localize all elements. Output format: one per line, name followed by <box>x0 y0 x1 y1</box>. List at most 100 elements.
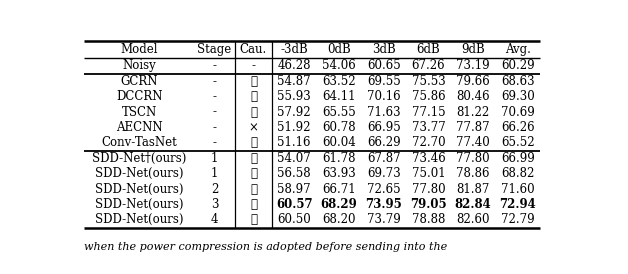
Text: SDD-Net(ours): SDD-Net(ours) <box>95 182 183 196</box>
Text: ×: × <box>249 121 258 134</box>
Text: 3: 3 <box>211 198 219 211</box>
Text: 60.29: 60.29 <box>501 59 535 72</box>
Text: 9dB: 9dB <box>462 43 485 56</box>
Text: -: - <box>212 75 217 88</box>
Text: 51.92: 51.92 <box>278 121 311 134</box>
Text: 68.63: 68.63 <box>501 75 535 88</box>
Text: 1: 1 <box>211 167 218 180</box>
Text: -: - <box>251 59 256 72</box>
Text: 69.73: 69.73 <box>367 167 401 180</box>
Text: -3dB: -3dB <box>280 43 308 56</box>
Text: 79.05: 79.05 <box>410 198 447 211</box>
Text: 72.94: 72.94 <box>500 198 536 211</box>
Text: Cau.: Cau. <box>240 43 267 56</box>
Text: 68.20: 68.20 <box>322 213 355 226</box>
Text: SDD-Net†(ours): SDD-Net†(ours) <box>92 152 187 165</box>
Text: 58.97: 58.97 <box>278 182 311 196</box>
Text: AECNN: AECNN <box>116 121 163 134</box>
Text: GCRN: GCRN <box>121 75 158 88</box>
Text: 82.84: 82.84 <box>455 198 492 211</box>
Text: 71.63: 71.63 <box>367 105 401 119</box>
Text: 75.01: 75.01 <box>411 167 445 180</box>
Text: 75.86: 75.86 <box>411 90 445 103</box>
Text: 78.88: 78.88 <box>412 213 445 226</box>
Text: 55.93: 55.93 <box>277 90 311 103</box>
Text: ✓: ✓ <box>250 213 257 226</box>
Text: ✓: ✓ <box>250 182 257 196</box>
Text: 73.77: 73.77 <box>411 121 445 134</box>
Text: Avg.: Avg. <box>505 43 531 56</box>
Text: 77.40: 77.40 <box>457 136 490 149</box>
Text: 72.70: 72.70 <box>411 136 445 149</box>
Text: 67.26: 67.26 <box>411 59 445 72</box>
Text: 67.87: 67.87 <box>367 152 401 165</box>
Text: 68.29: 68.29 <box>320 198 357 211</box>
Text: 56.58: 56.58 <box>278 167 311 180</box>
Text: ✓: ✓ <box>250 198 257 211</box>
Text: -: - <box>212 136 217 149</box>
Text: Stage: Stage <box>197 43 232 56</box>
Text: 64.11: 64.11 <box>322 90 355 103</box>
Text: SDD-Net(ours): SDD-Net(ours) <box>95 167 183 180</box>
Text: 73.46: 73.46 <box>411 152 445 165</box>
Text: ✓: ✓ <box>250 136 257 149</box>
Text: ✓: ✓ <box>250 167 257 180</box>
Text: 66.26: 66.26 <box>501 121 535 134</box>
Text: 4: 4 <box>211 213 219 226</box>
Text: 63.52: 63.52 <box>322 75 355 88</box>
Text: when the power compression is adopted before sending into the: when the power compression is adopted be… <box>84 242 448 252</box>
Text: 2: 2 <box>211 182 218 196</box>
Text: 75.53: 75.53 <box>411 75 445 88</box>
Text: 60.57: 60.57 <box>276 198 312 211</box>
Text: 61.78: 61.78 <box>322 152 355 165</box>
Text: 69.30: 69.30 <box>501 90 535 103</box>
Text: 73.95: 73.95 <box>365 198 402 211</box>
Text: TSCN: TSCN <box>121 105 157 119</box>
Text: 77.87: 77.87 <box>457 121 490 134</box>
Text: 81.22: 81.22 <box>457 105 490 119</box>
Text: 51.16: 51.16 <box>278 136 311 149</box>
Text: 65.52: 65.52 <box>501 136 535 149</box>
Text: -: - <box>212 90 217 103</box>
Text: 77.80: 77.80 <box>411 182 445 196</box>
Text: 68.82: 68.82 <box>501 167 534 180</box>
Text: 69.55: 69.55 <box>367 75 401 88</box>
Text: 77.15: 77.15 <box>411 105 445 119</box>
Text: Model: Model <box>121 43 158 56</box>
Text: ✓: ✓ <box>250 90 257 103</box>
Text: 54.06: 54.06 <box>322 59 355 72</box>
Text: 0dB: 0dB <box>327 43 351 56</box>
Text: Conv-TasNet: Conv-TasNet <box>101 136 177 149</box>
Text: SDD-Net(ours): SDD-Net(ours) <box>95 213 183 226</box>
Text: 70.16: 70.16 <box>367 90 401 103</box>
Text: 66.29: 66.29 <box>367 136 401 149</box>
Text: 71.60: 71.60 <box>501 182 535 196</box>
Text: 60.65: 60.65 <box>367 59 401 72</box>
Text: 60.04: 60.04 <box>322 136 355 149</box>
Text: 60.50: 60.50 <box>277 213 311 226</box>
Text: 78.86: 78.86 <box>457 167 490 180</box>
Text: 73.19: 73.19 <box>457 59 490 72</box>
Text: 63.93: 63.93 <box>322 167 355 180</box>
Text: 3dB: 3dB <box>372 43 396 56</box>
Text: Noisy: Noisy <box>122 59 156 72</box>
Text: 66.95: 66.95 <box>367 121 401 134</box>
Text: 57.92: 57.92 <box>278 105 311 119</box>
Text: 6dB: 6dB <box>416 43 440 56</box>
Text: 65.55: 65.55 <box>322 105 355 119</box>
Text: 66.99: 66.99 <box>501 152 535 165</box>
Text: -: - <box>212 59 217 72</box>
Text: 60.78: 60.78 <box>322 121 355 134</box>
Text: -: - <box>212 121 217 134</box>
Text: ✓: ✓ <box>250 75 257 88</box>
Text: SDD-Net(ours): SDD-Net(ours) <box>95 198 183 211</box>
Text: 73.79: 73.79 <box>367 213 401 226</box>
Text: 72.65: 72.65 <box>367 182 401 196</box>
Text: 1: 1 <box>211 152 218 165</box>
Text: 79.66: 79.66 <box>457 75 490 88</box>
Text: 46.28: 46.28 <box>278 59 311 72</box>
Text: 77.80: 77.80 <box>457 152 490 165</box>
Text: DCCRN: DCCRN <box>116 90 163 103</box>
Text: 54.87: 54.87 <box>278 75 311 88</box>
Text: 66.71: 66.71 <box>322 182 355 196</box>
